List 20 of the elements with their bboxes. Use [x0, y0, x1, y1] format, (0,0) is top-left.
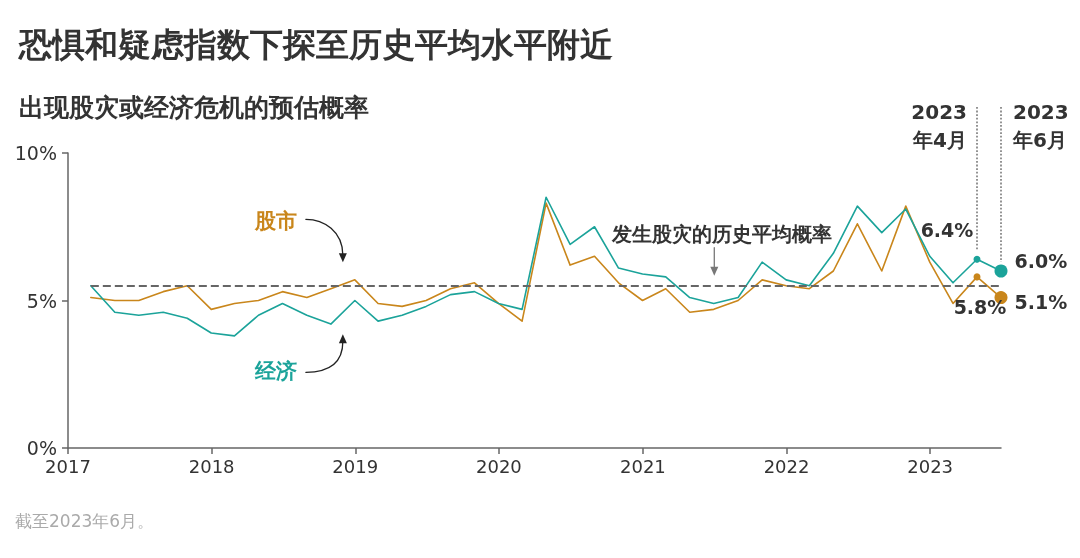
ref-line-label: 2023年4月	[911, 100, 967, 152]
y-tick-label: 5%	[26, 289, 57, 312]
chart-subtitle: 出现股灾或经济危机的预估概率	[19, 93, 369, 122]
ref-line-label: 发生股灾的历史平均概率	[611, 221, 833, 246]
series-label: 经济	[253, 357, 297, 383]
x-tick-label: 2023	[907, 455, 954, 477]
data-label: 6.4%	[920, 219, 974, 242]
data-label: 5.1%	[1014, 290, 1068, 313]
x-tick-label: 2021	[620, 455, 666, 477]
text: 截至2023年6月。	[15, 511, 155, 531]
data-label: 5.8%	[953, 295, 1007, 318]
y-tick-label: 10%	[14, 142, 57, 164]
x-tick-label: 2020	[475, 455, 522, 477]
text: 股市	[253, 207, 297, 233]
data-label: 6.0%	[1014, 250, 1068, 272]
ref-line-label: 2023年6月	[1012, 100, 1069, 152]
x-tick-label: 2018	[188, 455, 235, 477]
chart-title: 恐惧和疑虑指数下探至历史平均水平附近	[17, 25, 613, 64]
x-tick-label: 2022	[763, 455, 810, 477]
x-tick-label: 2019	[332, 455, 379, 477]
